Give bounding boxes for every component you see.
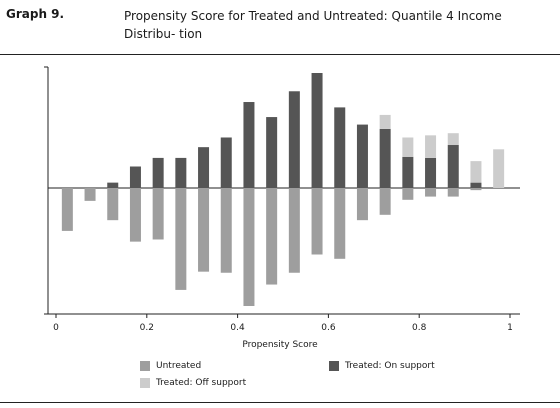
- bar-untreated-7: [220, 188, 232, 273]
- bar-treated-off-19: [493, 149, 505, 188]
- bar-treated-on-7: [220, 137, 232, 188]
- bar-untreated-11: [311, 188, 323, 255]
- bar-treated-on-14: [379, 128, 391, 188]
- bar-treated-on-10: [288, 91, 300, 188]
- bar-treated-on-4: [152, 157, 164, 188]
- bar-treated-on-16: [425, 157, 437, 188]
- bar-untreated-5: [175, 188, 187, 290]
- bar-treated-off-15: [402, 137, 414, 157]
- x-tick-label-2: 0.4: [230, 323, 245, 333]
- x-axis-label: Propensity Score: [242, 340, 318, 350]
- bar-untreated-10: [288, 188, 300, 273]
- bar-treated-on-13: [356, 124, 368, 188]
- bar-untreated-18: [470, 188, 482, 191]
- bar-treated-on-5: [175, 157, 187, 188]
- bar-untreated-13: [356, 188, 368, 221]
- x-tick-label-3: 0.6: [321, 323, 336, 333]
- bar-treated-on-9: [266, 117, 278, 188]
- legend-treated-off: Treated: Off support: [140, 378, 246, 388]
- chart-title: Propensity Score for Treated and Untreat…: [124, 9, 502, 41]
- bar-treated-off-18: [470, 161, 482, 183]
- graph-number: Graph 9.: [6, 7, 65, 21]
- bar-treated-on-3: [129, 166, 141, 188]
- bar-treated-on-12: [334, 107, 346, 188]
- bar-treated-on-2: [107, 182, 119, 188]
- bar-untreated-6: [198, 188, 210, 272]
- bar-treated-off-17: [447, 133, 459, 146]
- bar-untreated-14: [379, 188, 391, 215]
- bar-untreated-9: [266, 188, 278, 285]
- bar-untreated-8: [243, 188, 255, 306]
- bar-treated-on-8: [243, 102, 255, 188]
- legend-swatch-treated-on: [329, 361, 339, 371]
- bar-treated-on-11: [311, 73, 323, 188]
- bottom-rule: [0, 402, 560, 403]
- legend-label-untreated: Untreated: [156, 361, 202, 371]
- x-tick-label-1: 0.2: [140, 323, 154, 333]
- bar-treated-off-16: [425, 135, 437, 158]
- x-tick-label-0: 0: [53, 323, 59, 333]
- bar-treated-on-18: [470, 182, 482, 188]
- bar-treated-on-15: [402, 156, 414, 188]
- bar-treated-on-6: [198, 147, 210, 188]
- bar-untreated-12: [334, 188, 346, 259]
- bar-untreated-16: [425, 188, 437, 197]
- bar-untreated-17: [447, 188, 459, 197]
- legend-untreated: Untreated: [140, 361, 201, 371]
- legend-treated-on: Treated: On support: [329, 361, 435, 371]
- bar-untreated-4: [152, 188, 164, 240]
- x-tick-label-5: 1: [507, 323, 513, 333]
- bar-untreated-0: [61, 188, 73, 231]
- legend-label-treated-on: Treated: On support: [345, 361, 435, 371]
- legend-label-treated-off: Treated: Off support: [156, 378, 247, 388]
- bar-untreated-2: [107, 188, 119, 221]
- bar-untreated-15: [402, 188, 414, 200]
- bar-treated-off-14: [379, 114, 391, 129]
- legend-swatch-untreated: [140, 361, 150, 371]
- legend-swatch-treated-off: [140, 378, 150, 388]
- x-tick-label-4: 0.8: [412, 323, 427, 333]
- top-rule: [0, 54, 560, 55]
- bar-untreated-1: [84, 188, 96, 201]
- bar-treated-on-17: [447, 145, 459, 188]
- bar-untreated-3: [129, 188, 141, 242]
